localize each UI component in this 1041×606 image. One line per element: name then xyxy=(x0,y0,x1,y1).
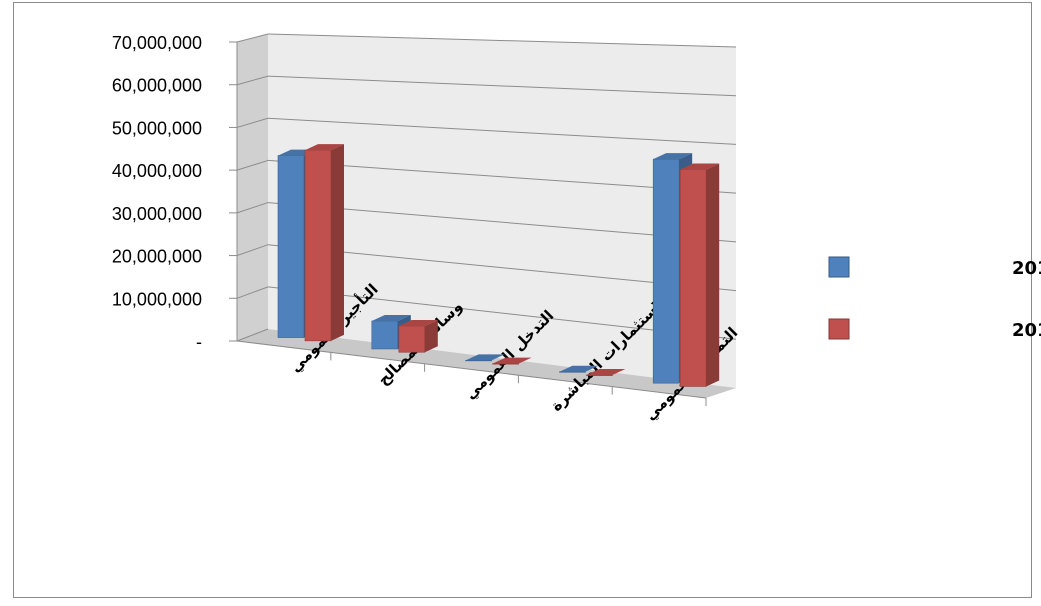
bar xyxy=(304,149,332,342)
y-tick-label: - xyxy=(196,332,202,352)
bar-side xyxy=(424,319,438,353)
side-gridline xyxy=(236,286,269,299)
x-axis-line xyxy=(236,340,707,399)
bar-side xyxy=(706,163,720,387)
bar-top xyxy=(465,354,505,361)
side-gridline xyxy=(236,159,269,171)
bar xyxy=(277,155,305,338)
y-tick-label: 70,000,000 xyxy=(112,33,202,53)
y-tick-label: 60,000,000 xyxy=(112,76,202,96)
side-gridline xyxy=(236,75,269,86)
bar xyxy=(465,360,492,362)
legend-label: تقديرات 2018 xyxy=(1012,258,1041,279)
bar-top xyxy=(586,369,626,376)
bar-top xyxy=(559,365,599,372)
legend-swatch xyxy=(828,318,850,340)
bar xyxy=(371,320,399,350)
bar-side xyxy=(331,144,344,341)
y-tick-label: 50,000,000 xyxy=(112,118,202,138)
side-gridline xyxy=(236,33,269,43)
bar-top xyxy=(305,144,344,151)
bar-top xyxy=(653,153,693,160)
bars xyxy=(277,144,720,387)
floor xyxy=(237,329,736,398)
legend-swatch xyxy=(828,256,850,278)
y-tick-label: 10,000,000 xyxy=(112,289,202,309)
bar xyxy=(679,169,707,387)
bar-top xyxy=(398,319,438,326)
gridline xyxy=(267,33,737,48)
bar xyxy=(559,371,586,373)
gridline xyxy=(267,75,737,97)
legend: تقديرات 2018 انجازات 2018 xyxy=(828,256,1041,341)
bar-top xyxy=(492,357,532,364)
bar xyxy=(492,363,519,365)
y-tick-label: 20,000,000 xyxy=(112,247,202,267)
bar xyxy=(586,374,613,376)
bar-top xyxy=(680,163,720,170)
bar xyxy=(398,325,426,353)
gridline xyxy=(267,117,737,145)
side-gridline xyxy=(236,244,269,257)
chart-frame xyxy=(13,2,1032,598)
legend-label: انجازات 2018 xyxy=(1012,320,1041,341)
side-gridline xyxy=(236,117,269,128)
side-wall xyxy=(237,34,268,341)
bar-top xyxy=(371,314,411,321)
y-tick-label: 30,000,000 xyxy=(112,204,202,224)
side-gridline xyxy=(236,202,269,214)
side-gridline xyxy=(236,328,269,342)
y-tick-label: 40,000,000 xyxy=(112,161,202,181)
y-axis-ticks: - 10,000,000 20,000,000 30,000,000 40,000,00… xyxy=(112,33,202,352)
bar xyxy=(652,158,680,384)
